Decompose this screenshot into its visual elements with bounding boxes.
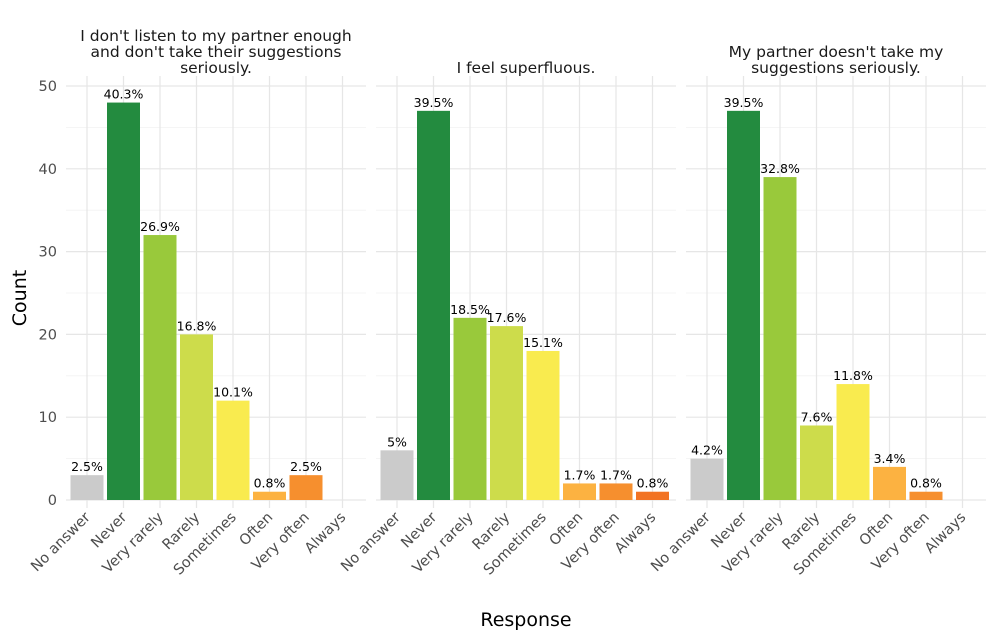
- bar-3-very-often: [909, 491, 943, 500]
- y-tick-label-20: 20: [39, 327, 57, 343]
- bar-label-2-never: 39.5%: [414, 95, 454, 110]
- bar-label-1-often: 0.8%: [254, 476, 286, 491]
- bar-1-never: [107, 102, 140, 500]
- x-tick-label-3-always: Always: [922, 510, 969, 557]
- bar-1-sometimes: [216, 400, 250, 500]
- bar-label-2-often: 1.7%: [564, 467, 596, 482]
- bar-label-3-very-rarely: 32.8%: [760, 161, 800, 176]
- bar-label-3-often: 3.4%: [874, 451, 906, 466]
- bar-3-never: [727, 110, 760, 500]
- x-tick-label-2-always: Always: [612, 510, 659, 557]
- y-tick-label-0: 0: [48, 493, 57, 509]
- bar-2-never: [417, 110, 450, 500]
- bar-2-no-answer: [380, 450, 414, 500]
- bar-3-sometimes: [836, 384, 870, 500]
- bar-label-2-no-answer: 5%: [387, 434, 407, 449]
- bar-label-3-sometimes: 11.8%: [833, 368, 873, 383]
- facet-title-2-line-1: I feel superfluous.: [457, 59, 596, 77]
- bar-label-1-no-answer: 2.5%: [71, 459, 103, 474]
- bar-2-sometimes: [526, 350, 560, 500]
- bar-3-very-rarely: [763, 177, 797, 500]
- y-axis-label: Count: [9, 270, 31, 326]
- bar-label-1-never: 40.3%: [104, 87, 144, 102]
- facet-title-1-line-2: and don't take their suggestions: [91, 43, 342, 61]
- facet-panel-2: I feel superfluous. 5% 39.5% 18.5%17.6% 15.1…: [338, 59, 676, 578]
- bar-label-3-rarely: 7.6%: [801, 409, 833, 424]
- bar-3-often: [873, 466, 906, 500]
- bar-label-3-never: 39.5%: [724, 95, 764, 110]
- bar-label-1-very-rarely: 26.9%: [140, 219, 180, 234]
- x-tick-label-1-always: Always: [302, 510, 349, 557]
- bar-label-1-sometimes: 10.1%: [213, 385, 253, 400]
- bar-label-2-very-often: 1.7%: [600, 467, 632, 482]
- x-tick-label-3-no-answer: No answer: [648, 509, 714, 575]
- y-tick-label-40: 40: [39, 162, 57, 178]
- bar-label-3-very-often: 0.8%: [910, 476, 942, 491]
- facet-title-3-line-1: My partner doesn't take my: [729, 43, 944, 61]
- bar-3-rarely: [800, 425, 833, 500]
- bar-1-often: [253, 491, 286, 500]
- x-axis-label: Response: [480, 609, 571, 631]
- bar-label-1-very-often: 2.5%: [290, 459, 322, 474]
- bar-1-very-rarely: [143, 235, 177, 501]
- bar-label-2-always: 0.8%: [637, 476, 669, 491]
- bar-1-rarely: [180, 334, 213, 500]
- bar-label-2-sometimes: 15.1%: [523, 335, 563, 350]
- bar-2-very-rarely: [453, 317, 487, 500]
- bar-2-rarely: [490, 326, 523, 500]
- facet-title-1-line-3: seriously.: [180, 59, 252, 77]
- x-tick-label-1-no-answer: No answer: [28, 509, 94, 575]
- bar-2-very-often: [599, 483, 633, 500]
- bar-label-3-no-answer: 4.2%: [691, 443, 723, 458]
- bar-1-very-often: [289, 475, 323, 500]
- facet-title-3-line-2: suggestions seriously.: [751, 59, 921, 77]
- bar-label-1-rarely: 16.8%: [177, 318, 217, 333]
- bar-2-always: [636, 491, 669, 500]
- facet-title-1-line-1: I don't listen to my partner enough: [80, 27, 351, 45]
- x-tick-label-2-no-answer: No answer: [338, 509, 404, 575]
- y-axis: 0 10 20 30 40 50: [39, 79, 57, 509]
- y-tick-label-10: 10: [39, 410, 57, 426]
- bar-label-2-very-rarely: 18.5%: [450, 302, 490, 317]
- y-tick-label-50: 50: [39, 79, 57, 95]
- bar-label-2-rarely: 17.6%: [487, 310, 527, 325]
- bar-2-often: [563, 483, 596, 500]
- bar-3-no-answer: [690, 458, 724, 500]
- y-tick-label-30: 30: [39, 245, 57, 261]
- bar-1-no-answer: [70, 475, 104, 500]
